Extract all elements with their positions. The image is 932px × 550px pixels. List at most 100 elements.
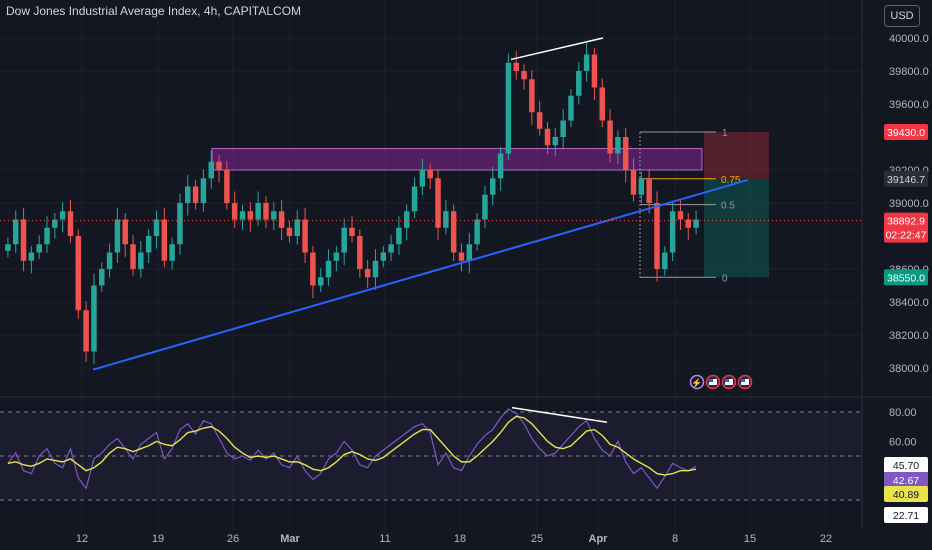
rsi-divergence-line [511,406,608,424]
rsi-tick-label: 80.00 [889,407,917,419]
candle-body [91,285,97,352]
fib-label: 0 [722,273,728,284]
candle-body [294,219,300,236]
candle-body [67,211,74,236]
x-tick-label: 12 [76,533,88,545]
x-tick-label: Apr [589,533,609,545]
level-075-label-bg [884,170,928,187]
candle-body [435,178,441,228]
candle-body [145,236,152,253]
stop-loss-box [704,132,769,179]
candle-body [239,211,246,220]
last-price-label: 38892.9 [887,216,925,228]
candle-body [591,54,598,88]
candle-body [224,170,230,203]
candle-body [271,211,277,220]
flag-canton-icon [725,379,729,382]
target-low-label-bg [884,269,928,286]
y-tick-label: 38400.0 [889,297,929,309]
candle-body [216,161,222,170]
rsi-band [0,412,862,500]
candle-body [114,219,121,253]
candle-body [380,252,387,261]
candle-body [669,211,676,253]
rsi-tick-label: 60.00 [889,436,917,448]
y-tick-label: 39600.0 [889,99,929,111]
y-tick-label: 38000.0 [889,363,929,375]
candle-body [443,211,449,228]
take-profit-box [704,178,769,278]
rsi-ma-line [7,415,697,476]
candle-body [263,203,269,220]
level-075-label: 39146.7 [887,174,925,186]
candle-body [5,244,11,251]
candle-body [44,227,50,245]
candle-body [482,194,488,220]
candle-body [646,178,652,203]
candle-body [505,62,512,154]
y-tick-label: 40000.0 [889,33,929,45]
candle-body [130,244,136,269]
candle-body [138,252,144,269]
fib-label: 1 [722,128,728,139]
candle-body [106,252,113,269]
candle-body [247,211,254,220]
candle-body [662,252,668,269]
fib-label: 0.5 [721,201,735,212]
rsi-lower-label-bg [884,507,928,523]
resistance-zone [211,148,703,171]
candle-body [208,161,214,179]
candle-body [255,203,261,220]
candle-body [497,153,504,179]
x-tick-label: 15 [744,533,756,545]
fib-label: 0.75 [721,175,741,186]
candle-body [630,170,637,195]
x-tick-label: 18 [454,533,466,545]
candle-body [677,211,684,220]
candle-body [341,227,347,253]
y-tick-label: 39800.0 [889,66,929,78]
candle-body [185,186,191,203]
candle-body [490,178,496,195]
candle-body [310,252,316,286]
candle-body [466,244,473,261]
x-tick-label: 22 [820,533,832,545]
candle-body [458,252,465,261]
candle-body [396,227,402,245]
rsi-line [7,408,697,490]
x-tick-label: 26 [227,533,239,545]
currency-button[interactable]: USD [884,5,920,27]
candle-body [638,178,645,195]
candle-body [349,227,355,236]
candle-body [411,186,418,212]
candle-body [693,219,699,228]
rsi-lower-label: 22.71 [893,510,919,522]
candle-body [560,120,566,137]
y-tick-label: 39000.0 [889,198,929,210]
chart-title: Dow Jones Industrial Average Index, 4h, … [6,4,302,18]
candle-body [52,219,58,228]
candle-body [231,203,238,220]
candle-body [153,219,160,236]
target-high-label-bg [884,124,928,141]
candle-body [615,137,621,154]
rsi-value-label-bg [884,472,928,488]
candle-body [333,252,340,261]
flag-canton-icon [741,379,745,382]
candle-body [427,170,433,179]
candle-body [513,62,519,71]
last-price-bg [884,212,928,243]
candle-body [177,203,183,245]
x-tick-label: 19 [152,533,164,545]
candle-body [83,310,89,352]
countdown-label: 02:22:47 [886,230,927,242]
rsi-ma-label-bg [884,486,928,502]
candle-body [536,112,543,129]
candle-body [99,269,105,286]
candle-body [607,120,613,154]
rsi-value-label: 42.67 [893,475,919,487]
candle-body [364,269,371,278]
candle-body [544,128,551,146]
candle-body [169,244,175,261]
